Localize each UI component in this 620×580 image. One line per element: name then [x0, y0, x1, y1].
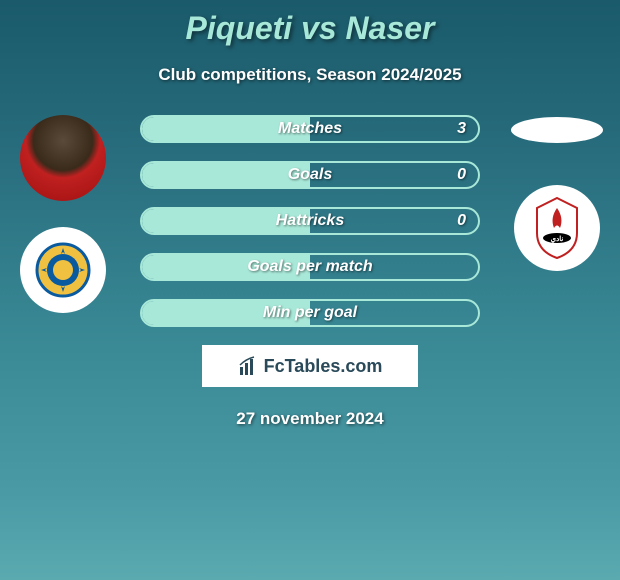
stat-label: Min per goal	[142, 304, 478, 322]
stat-label: Goals	[142, 166, 478, 184]
right-column: نادي	[502, 115, 612, 271]
shield-icon	[33, 240, 93, 300]
stat-value: 0	[457, 166, 466, 184]
stat-label: Matches	[142, 120, 478, 138]
page-title: Piqueti vs Naser	[0, 0, 620, 47]
stat-value: 3	[457, 120, 466, 138]
player-right-avatar	[511, 117, 603, 143]
content-area: نادي Matches 3 Goals 0 Hattricks 0 Goals…	[0, 115, 620, 429]
page-subtitle: Club competitions, Season 2024/2025	[0, 65, 620, 85]
club-left-badge	[20, 227, 106, 313]
stat-label: Goals per match	[142, 258, 478, 276]
stat-row-min-per-goal: Min per goal	[140, 299, 480, 327]
stat-row-goals-per-match: Goals per match	[140, 253, 480, 281]
flame-badge-icon: نادي	[522, 193, 592, 263]
stat-row-matches: Matches 3	[140, 115, 480, 143]
stat-row-hattricks: Hattricks 0	[140, 207, 480, 235]
brand-logo-text: FcTables.com	[264, 356, 383, 377]
left-column	[8, 115, 118, 313]
brand-logo: FcTables.com	[202, 345, 418, 387]
player-left-avatar	[20, 115, 106, 201]
stat-row-goals: Goals 0	[140, 161, 480, 189]
svg-text:نادي: نادي	[551, 235, 564, 244]
date-text: 27 november 2024	[10, 409, 610, 429]
stat-value: 0	[457, 212, 466, 230]
stat-label: Hattricks	[142, 212, 478, 230]
club-right-badge: نادي	[514, 185, 600, 271]
bar-chart-icon	[238, 355, 260, 377]
stat-bars: Matches 3 Goals 0 Hattricks 0 Goals per …	[140, 115, 480, 327]
